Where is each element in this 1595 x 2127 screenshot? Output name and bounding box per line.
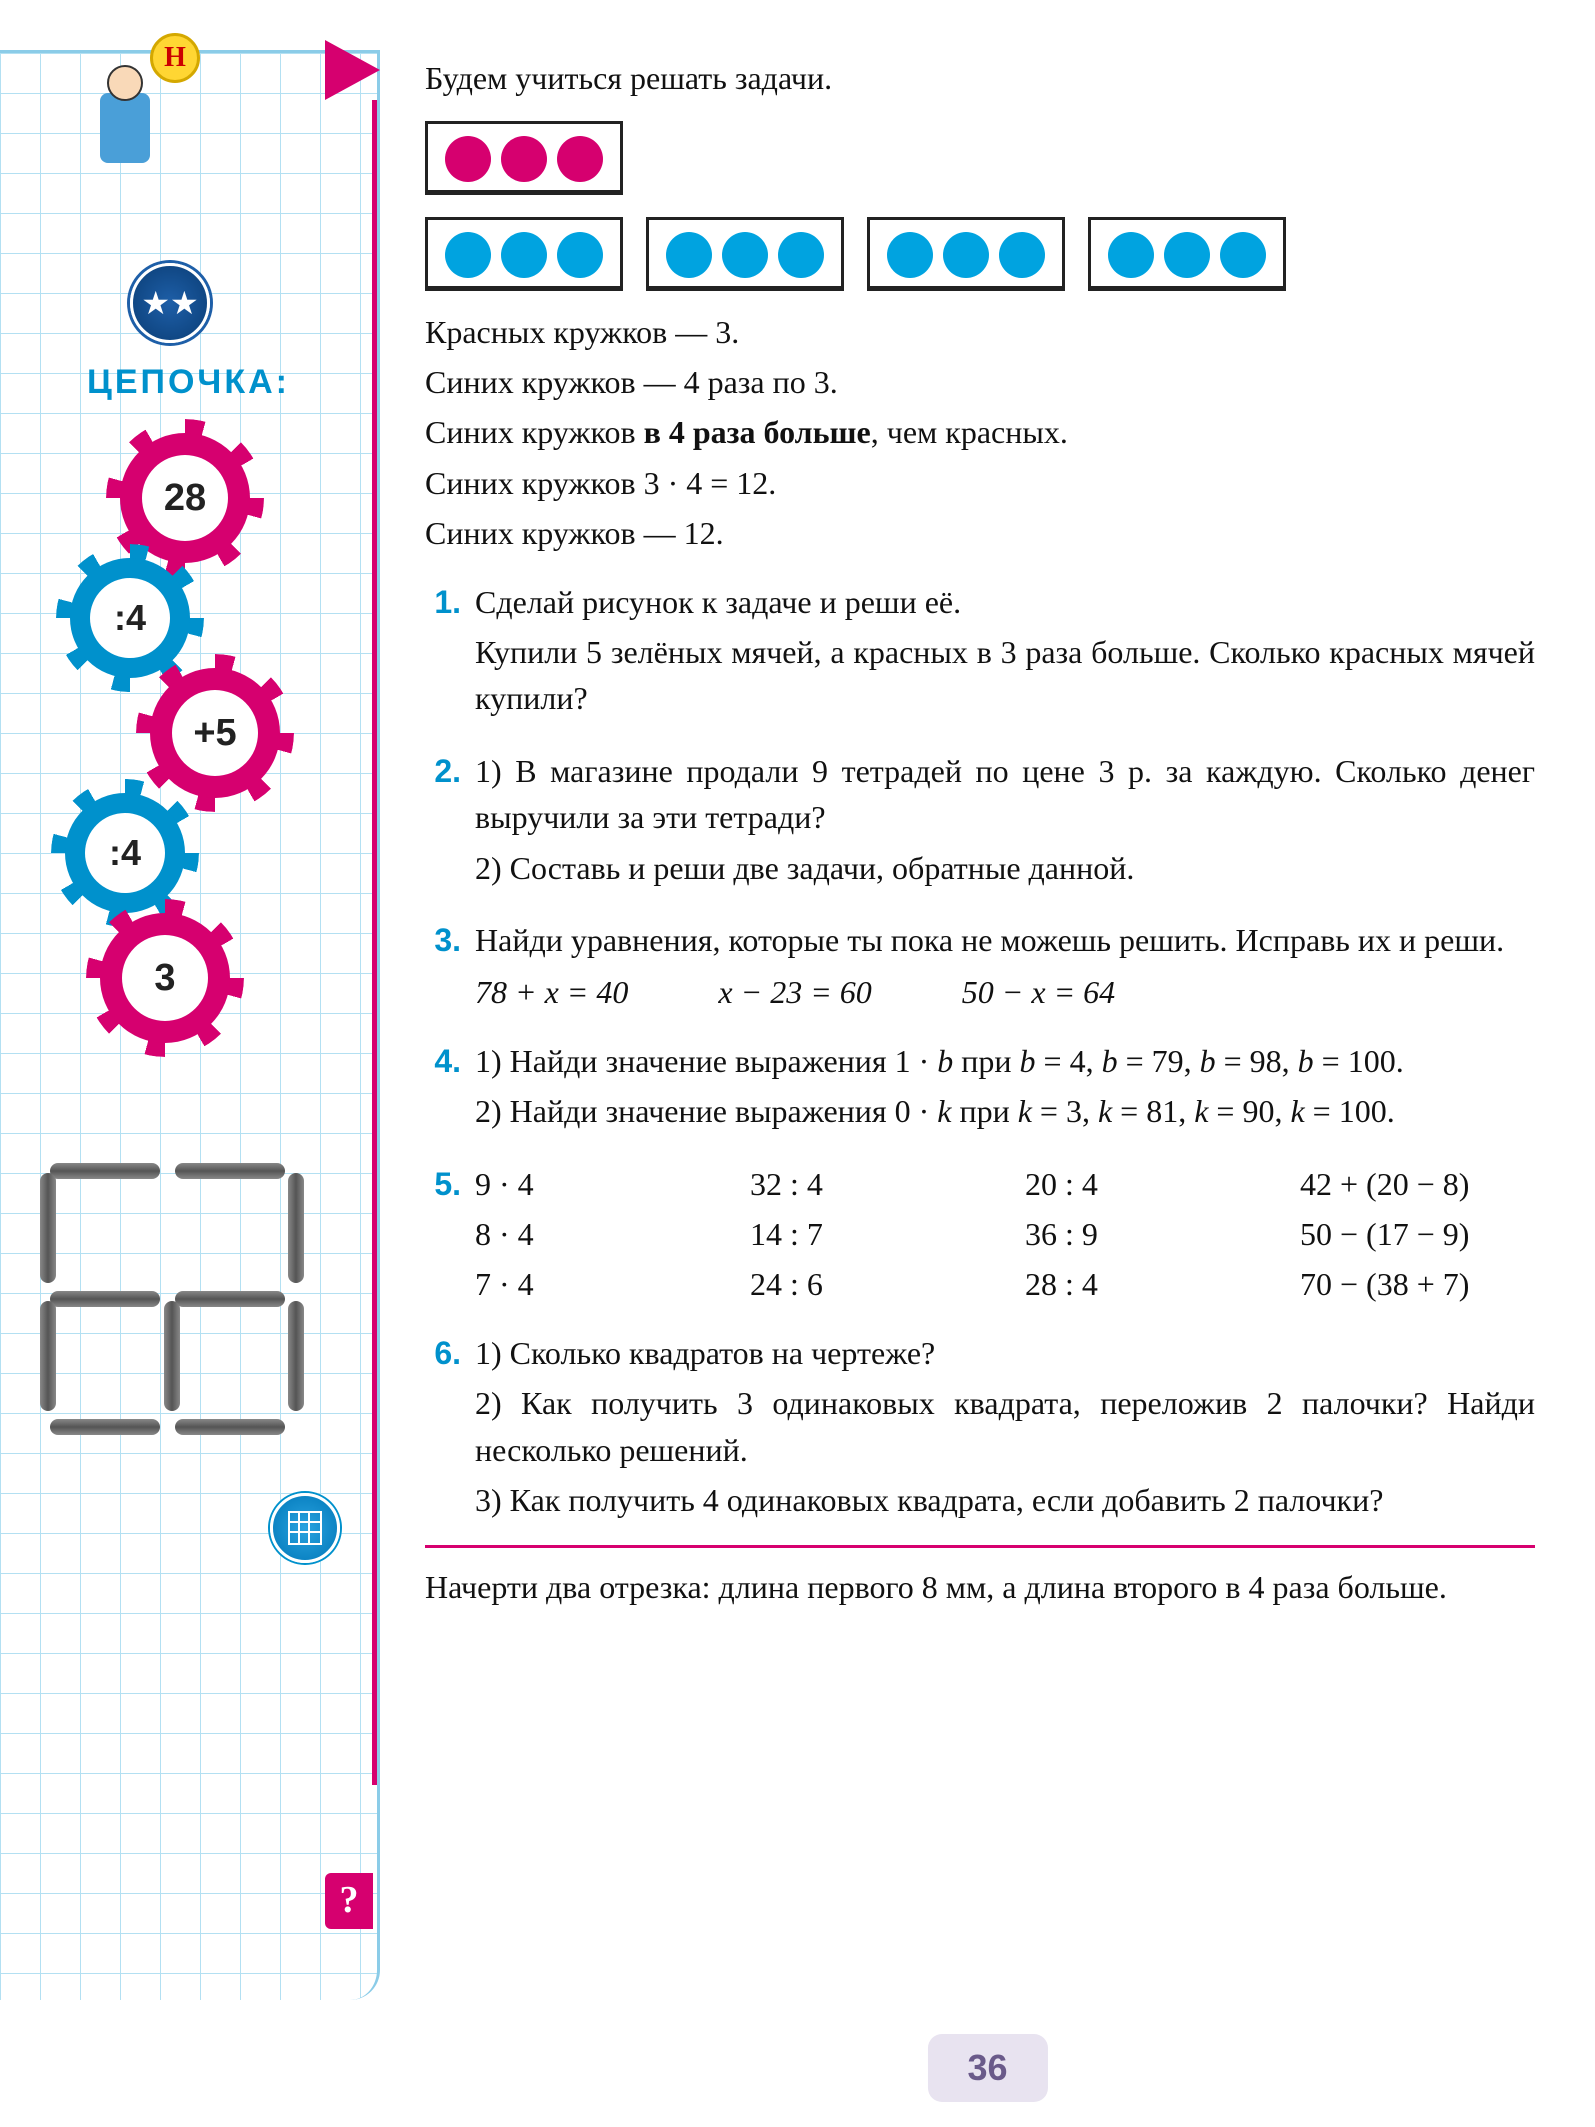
task-number: 5. xyxy=(425,1161,475,1207)
math-cell: 70 − (38 + 7) xyxy=(1300,1261,1535,1307)
math-cell: 20 : 4 xyxy=(1025,1161,1260,1207)
blue-circle-group xyxy=(867,217,1065,291)
equation: 78 + x = 40 xyxy=(475,969,628,1015)
task-text: Купили 5 зелёных мячей, а красных в 3 ра… xyxy=(475,629,1535,722)
task-4: 4. 1) Найди значение выражения 1 · b при… xyxy=(425,1038,1535,1139)
fact-line: Синих кружков 3 · 4 = 12. xyxy=(425,460,1535,506)
math-cell: 28 : 4 xyxy=(1025,1261,1260,1307)
task-1: 1. Сделай рисунок к задаче и реши её. Ку… xyxy=(425,579,1535,726)
gear-2: :4 xyxy=(70,558,190,678)
fact-line: Синих кружков в 4 раза больше, чем красн… xyxy=(425,409,1535,455)
gear-5: 3 xyxy=(100,913,230,1043)
page-number: 36 xyxy=(927,2034,1047,2102)
equation: x − 23 = 60 xyxy=(718,969,871,1015)
fact-line: Синих кружков — 4 раза по 3. xyxy=(425,359,1535,405)
task-text: 2) Как получить 3 одинаковых квадрата, п… xyxy=(475,1380,1535,1473)
math-cell: 32 : 4 xyxy=(750,1161,985,1207)
math-cell: 14 : 7 xyxy=(750,1211,985,1257)
task-3: 3. Найди уравнения, которые ты пока не м… xyxy=(425,917,1535,1016)
math-cell: 42 + (20 − 8) xyxy=(1300,1161,1535,1207)
final-exercise: Начерти два отрезка: длина первого 8 мм,… xyxy=(425,1564,1535,1610)
matchstick-puzzle xyxy=(40,1163,320,1443)
grid-badge-icon xyxy=(270,1493,340,1563)
fact-line: Синих кружков — 12. xyxy=(425,510,1535,556)
fact-line: Красных кружков — 3. xyxy=(425,309,1535,355)
main-content: Будем учиться решать задачи. Красных кру… xyxy=(380,0,1595,2127)
task-text: 2) Составь и реши две задачи, обратные д… xyxy=(475,845,1535,891)
blue-circle-group xyxy=(1088,217,1286,291)
task-text: 1) В магазине продали 9 тетрадей по цене… xyxy=(475,748,1535,841)
circles-illustration xyxy=(425,121,1535,290)
math-cell: 24 : 6 xyxy=(750,1261,985,1307)
math-cell: 9 · 4 xyxy=(475,1161,710,1207)
chain-title: ЦЕПОЧКА: xyxy=(0,363,377,402)
mascot-balloon-letter: Н xyxy=(150,33,200,83)
task-text: Найди уравнения, которые ты пока не може… xyxy=(475,917,1535,963)
task-number: 2. xyxy=(425,748,475,794)
section-divider xyxy=(425,1545,1535,1548)
task-number: 6. xyxy=(425,1330,475,1376)
task-text: Сделай рисунок к задаче и реши её. xyxy=(475,579,1535,625)
task-text: 1) Сколько квадратов на чертеже? xyxy=(475,1330,1535,1376)
section-vertical-bar xyxy=(372,100,377,1785)
task-number: 4. xyxy=(425,1038,475,1084)
equation-row: 78 + x = 40 x − 23 = 60 50 − x = 64 xyxy=(475,969,1535,1015)
blue-circle-group xyxy=(646,217,844,291)
question-mark-icon: ? xyxy=(325,1873,373,1929)
task-number: 1. xyxy=(425,579,475,625)
red-circle-group xyxy=(425,121,623,195)
task-2: 2. 1) В магазине продали 9 тетрадей по ц… xyxy=(425,748,1535,895)
blue-circle-group xyxy=(425,217,623,291)
math-cell: 8 · 4 xyxy=(475,1211,710,1257)
math-cell: 7 · 4 xyxy=(475,1261,710,1307)
task-text: 1) Найди значение выражения 1 · b при b … xyxy=(475,1038,1535,1084)
equation: 50 − x = 64 xyxy=(962,969,1115,1015)
gear-4: :4 xyxy=(65,793,185,913)
section-arrow-icon xyxy=(325,40,380,100)
task-number: 3. xyxy=(425,917,475,963)
gear-1: 28 xyxy=(120,433,250,563)
task-6: 6. 1) Сколько квадратов на чертеже? 2) К… xyxy=(425,1330,1535,1528)
gear-3: +5 xyxy=(150,668,280,798)
task-text: 3) Как получить 4 одинаковых квадрата, е… xyxy=(475,1477,1535,1523)
intro-title: Будем учиться решать задачи. xyxy=(425,55,1535,101)
task-text: 2) Найди значение выражения 0 · k при k … xyxy=(475,1088,1535,1134)
math-cell: 50 − (17 − 9) xyxy=(1300,1211,1535,1257)
math-cell: 36 : 9 xyxy=(1025,1211,1260,1257)
star-badge-icon: ★★ xyxy=(130,263,210,343)
sidebar-grid-panel: Н ★★ ЦЕПОЧКА: 28 :4 +5 :4 3 xyxy=(0,50,380,2000)
task-5: 5. 9 · 4 32 : 4 20 : 4 42 + (20 − 8) 8 ·… xyxy=(425,1161,1535,1308)
intro-facts: Красных кружков — 3. Синих кружков — 4 р… xyxy=(425,309,1535,557)
mascot-illustration: Н xyxy=(100,93,150,163)
arithmetic-grid: 9 · 4 32 : 4 20 : 4 42 + (20 − 8) 8 · 4 … xyxy=(475,1161,1535,1308)
